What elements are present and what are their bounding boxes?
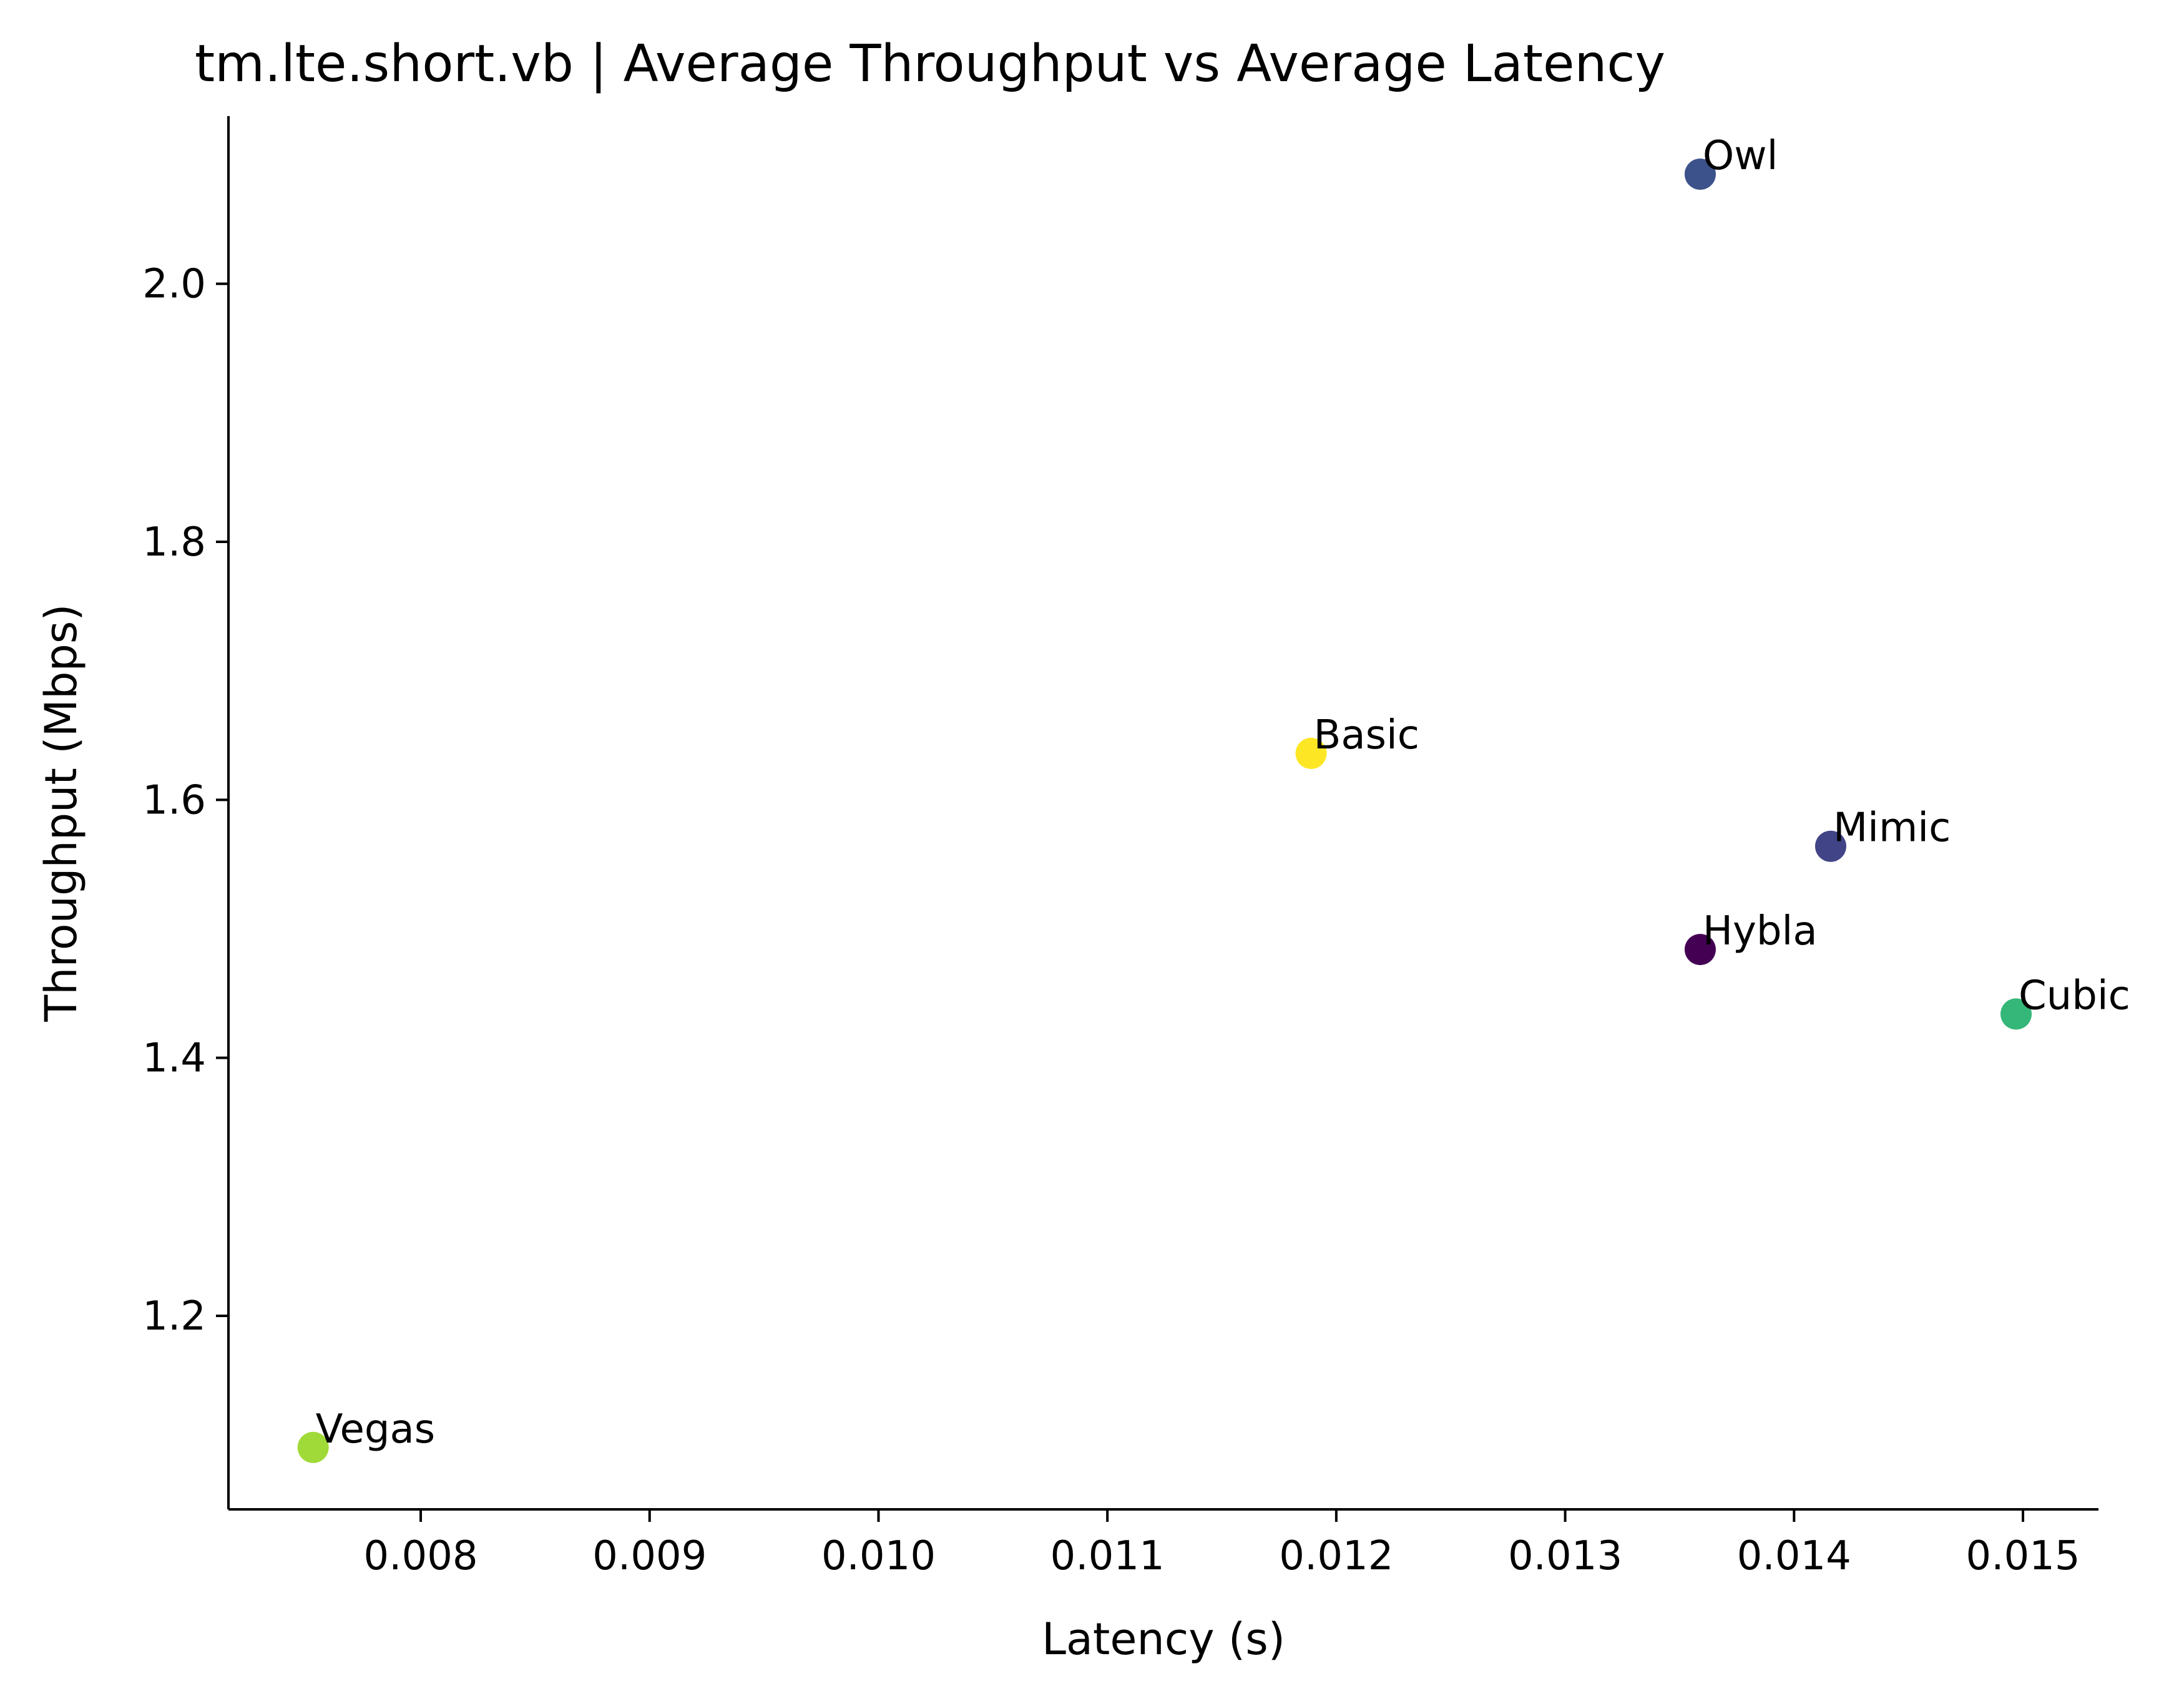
point-label-mimic: Mimic [1833, 805, 1951, 851]
y-axis-ticks: 1.2 1.4 1.6 1.8 2.0 [142, 262, 228, 1340]
y-tick-label: 1.6 [142, 777, 206, 823]
x-tick-label: 0.012 [1279, 1533, 1393, 1579]
y-tick-label: 2.0 [142, 262, 206, 308]
y-axis-label: Throughput (Mbps) [36, 604, 87, 1022]
scatter-point-cubic [2000, 998, 2032, 1030]
x-tick-label: 0.010 [821, 1533, 936, 1579]
x-axis-ticks: 0.008 0.009 0.010 0.011 0.012 0.013 0.014 0.015 [363, 1509, 2080, 1579]
y-tick-label: 1.2 [142, 1293, 206, 1340]
y-tick-label: 1.8 [142, 519, 206, 566]
x-tick-label: 0.009 [592, 1533, 707, 1579]
y-tick-label: 1.4 [142, 1036, 206, 1082]
x-tick-label: 0.014 [1737, 1533, 1851, 1579]
point-label-cubic: Cubic [2019, 973, 2130, 1019]
chart-title: tm.lte.short.vb | Average Throughput vs … [195, 34, 1665, 94]
scatter-point-owl [1684, 159, 1716, 190]
point-label-vegas: Vegas [316, 1406, 435, 1453]
data-points: Owl Basic Mimic Hybla Cubic Vegas [297, 133, 2130, 1463]
x-tick-label: 0.013 [1508, 1533, 1622, 1579]
x-tick-label: 0.015 [1966, 1533, 2080, 1579]
scatter-point-hybla [1684, 934, 1716, 966]
point-label-basic: Basic [1314, 712, 1419, 758]
x-tick-label: 0.011 [1050, 1533, 1165, 1579]
point-label-hybla: Hybla [1703, 908, 1818, 954]
scatter-point-vegas [297, 1431, 329, 1463]
x-axis-label: Latency (s) [1042, 1614, 1285, 1665]
scatter-point-mimic [1814, 830, 1846, 862]
x-tick-label: 0.008 [363, 1533, 477, 1579]
scatter-point-basic [1295, 737, 1327, 769]
point-label-owl: Owl [1703, 133, 1778, 179]
